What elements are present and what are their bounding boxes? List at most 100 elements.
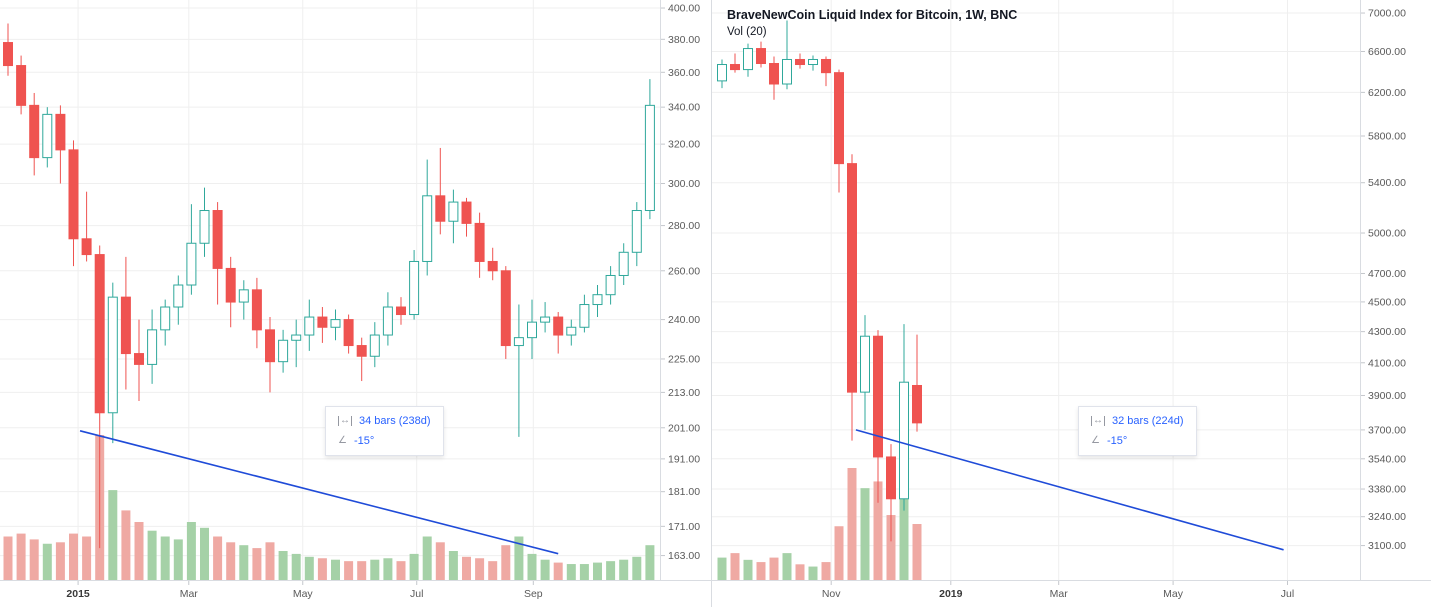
volume-bar[interactable]: [462, 556, 471, 580]
volume-bar[interactable]: [566, 564, 576, 580]
volume-bar[interactable]: [553, 562, 563, 580]
candle-body[interactable]: [330, 319, 341, 328]
candle-body[interactable]: [55, 113, 66, 151]
candle-body[interactable]: [461, 201, 472, 224]
candle-body[interactable]: [540, 316, 551, 323]
volume-bar[interactable]: [448, 551, 458, 580]
volume-bar[interactable]: [16, 533, 26, 580]
candle-body[interactable]: [396, 306, 406, 316]
candle-body[interactable]: [553, 316, 564, 336]
candle-body[interactable]: [795, 58, 805, 66]
candle-body[interactable]: [120, 296, 131, 355]
candle-body[interactable]: [409, 260, 420, 316]
volume-bar[interactable]: [69, 533, 78, 580]
volume-bar[interactable]: [821, 562, 831, 580]
candle-body[interactable]: [860, 335, 870, 393]
candle-body[interactable]: [592, 294, 603, 306]
price-axis-label[interactable]: 171.00: [668, 521, 700, 533]
candle-body[interactable]: [474, 222, 485, 262]
time-axis-label[interactable]: Jul: [410, 588, 423, 600]
price-axis-label[interactable]: 4500.00: [1368, 296, 1406, 308]
candle-body[interactable]: [579, 304, 590, 328]
price-axis-label[interactable]: 4100.00: [1368, 357, 1406, 369]
price-axis-label[interactable]: 7000.00: [1368, 8, 1406, 20]
candle-body[interactable]: [107, 296, 118, 414]
trendline[interactable]: [855, 429, 1284, 551]
volume-bar[interactable]: [619, 559, 629, 580]
price-axis-label[interactable]: 3700.00: [1368, 424, 1406, 436]
price-axis-label[interactable]: 163.00: [668, 550, 700, 562]
candle-body[interactable]: [356, 345, 367, 357]
volume-bar[interactable]: [200, 527, 209, 580]
measure-annotation-2019[interactable]: ↔ 32 bars (224d) ∠ -15°: [1078, 406, 1197, 456]
candle-body[interactable]: [513, 337, 524, 347]
volume-bar[interactable]: [108, 490, 118, 580]
price-axis-label[interactable]: 225.00: [668, 353, 700, 365]
volume-bar[interactable]: [632, 556, 642, 580]
candle-body[interactable]: [304, 316, 315, 336]
candle-body[interactable]: [94, 254, 105, 414]
candle-body[interactable]: [899, 381, 909, 500]
candle-body[interactable]: [448, 201, 459, 222]
candle-body[interactable]: [212, 210, 223, 269]
price-axis-label[interactable]: 300.00: [668, 178, 700, 190]
volume-bar[interactable]: [252, 548, 262, 580]
candle-body[interactable]: [743, 48, 753, 71]
time-axis-label[interactable]: May: [293, 588, 314, 600]
volume-bar[interactable]: [769, 557, 779, 580]
candle-body[interactable]: [873, 335, 883, 458]
volume-bar[interactable]: [383, 558, 393, 580]
candle-body[interactable]: [147, 329, 158, 365]
price-axis-label[interactable]: 213.00: [668, 387, 700, 399]
candle-body[interactable]: [278, 339, 289, 363]
volume-bar[interactable]: [121, 510, 131, 580]
candle-body[interactable]: [527, 321, 537, 339]
volume-bar[interactable]: [475, 558, 485, 580]
volume-bar[interactable]: [645, 545, 655, 580]
candle-body[interactable]: [186, 242, 197, 286]
price-axis-label[interactable]: 5800.00: [1368, 130, 1406, 142]
candle-body[interactable]: [566, 326, 577, 336]
volume-bar[interactable]: [782, 553, 792, 580]
time-axis-label[interactable]: Mar: [180, 588, 199, 600]
candle-body[interactable]: [821, 58, 831, 74]
volume-bar[interactable]: [409, 553, 419, 580]
volume-bar[interactable]: [488, 561, 498, 580]
price-axis-label[interactable]: 400.00: [668, 3, 700, 15]
volume-bar[interactable]: [540, 559, 550, 580]
time-axis-label[interactable]: 2015: [66, 588, 90, 600]
price-axis-label[interactable]: 191.00: [668, 453, 700, 465]
candle-body[interactable]: [173, 284, 184, 308]
candle-body[interactable]: [81, 238, 92, 256]
volume-bar[interactable]: [134, 522, 144, 580]
volume-bar[interactable]: [730, 553, 740, 580]
candle-body[interactable]: [29, 104, 40, 159]
volume-bar[interactable]: [912, 524, 922, 580]
volume-bar[interactable]: [226, 542, 236, 580]
price-axis-label[interactable]: 201.00: [668, 422, 700, 434]
candle-body[interactable]: [68, 149, 79, 240]
volume-bar[interactable]: [160, 536, 170, 581]
candle-body[interactable]: [199, 210, 210, 244]
volume-bar[interactable]: [873, 481, 883, 580]
candle-body[interactable]: [3, 42, 13, 67]
volume-bar[interactable]: [370, 559, 380, 580]
volume-bar[interactable]: [55, 542, 65, 580]
price-axis-label[interactable]: 380.00: [668, 34, 700, 46]
volume-bar[interactable]: [527, 553, 537, 580]
volume-bar[interactable]: [186, 522, 196, 580]
candle-body[interactable]: [343, 319, 354, 347]
volume-bar[interactable]: [756, 562, 766, 580]
candle-body[interactable]: [225, 267, 236, 303]
price-axis-label[interactable]: 3540.00: [1368, 453, 1406, 465]
price-axis-label[interactable]: 260.00: [668, 265, 700, 277]
price-axis-label[interactable]: 3100.00: [1368, 540, 1406, 552]
volume-bar[interactable]: [514, 536, 524, 581]
candle-body[interactable]: [756, 48, 766, 65]
candle-body[interactable]: [16, 65, 27, 106]
price-axis-label[interactable]: 280.00: [668, 220, 700, 232]
time-axis-label[interactable]: 2019: [939, 588, 963, 600]
candle-body[interactable]: [500, 270, 511, 347]
candle-body[interactable]: [631, 210, 642, 253]
